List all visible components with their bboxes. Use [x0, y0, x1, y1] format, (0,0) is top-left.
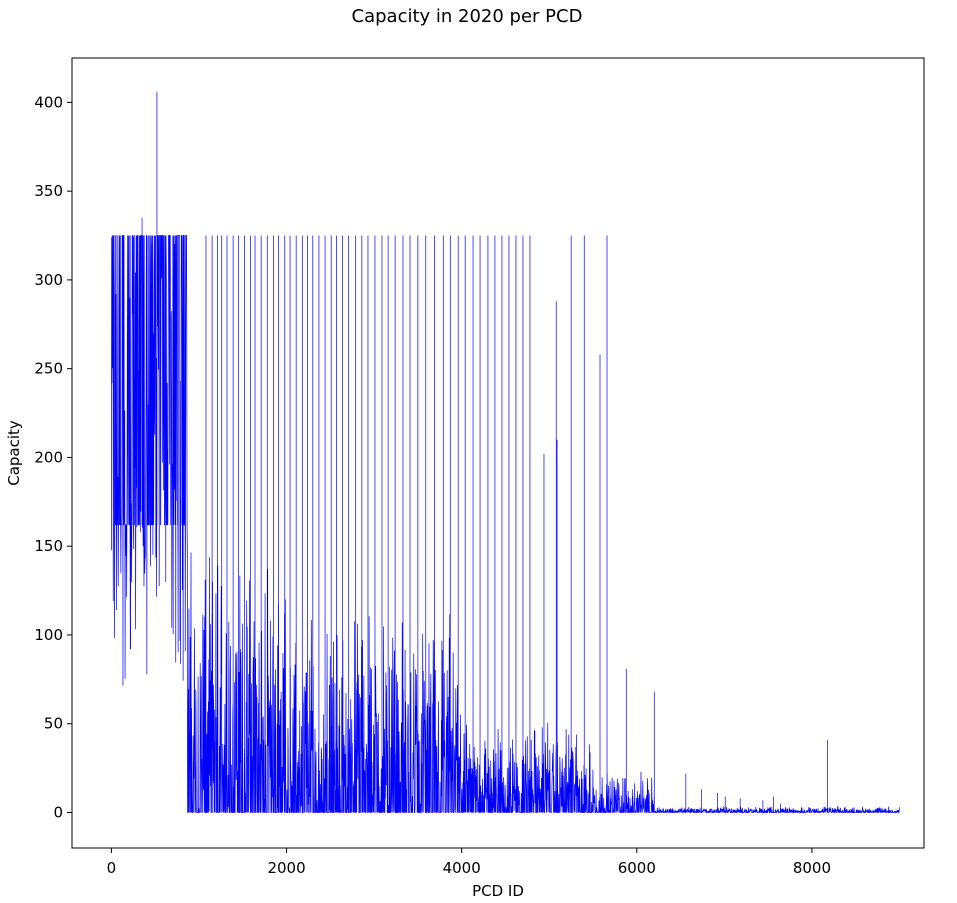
x-tick-label: 0 — [107, 859, 117, 877]
y-tick-label: 150 — [34, 537, 63, 555]
x-tick-label: 2000 — [267, 859, 305, 877]
y-axis: 0 50 100 150 200 250 300 350 400 — [34, 93, 72, 821]
y-axis-label: Capacity — [5, 420, 23, 486]
capacity-series-line — [111, 91, 900, 814]
chart-title: Capacity in 2020 per PCD — [352, 6, 583, 27]
y-tick-label: 100 — [34, 626, 63, 644]
y-tick-label: 0 — [53, 803, 63, 821]
x-axis-label: PCD ID — [472, 882, 524, 900]
x-tick-label: 6000 — [618, 859, 656, 877]
y-tick-label: 250 — [34, 360, 63, 378]
y-tick-label: 300 — [34, 271, 63, 289]
x-axis: 0 2000 4000 6000 8000 — [107, 848, 831, 877]
axes-frame — [71, 57, 925, 849]
y-tick-label: 400 — [34, 93, 63, 111]
y-tick-label: 200 — [34, 448, 63, 466]
y-tick-label: 350 — [34, 182, 63, 200]
y-tick-label: 50 — [44, 715, 63, 733]
plot-area — [111, 91, 900, 814]
x-tick-label: 4000 — [443, 859, 481, 877]
x-tick-label: 8000 — [793, 859, 831, 877]
